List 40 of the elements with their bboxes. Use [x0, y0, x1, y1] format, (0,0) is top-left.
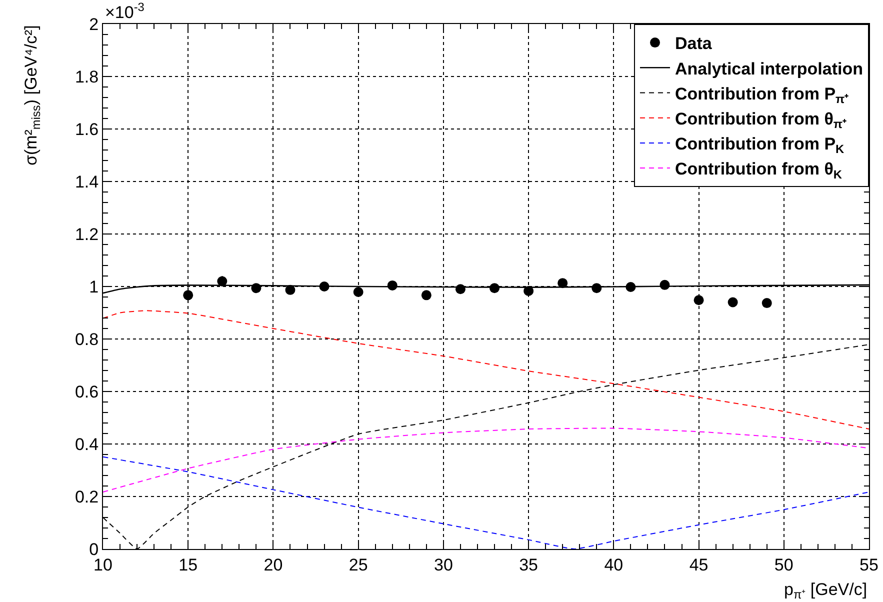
point — [728, 297, 738, 308]
line-series — [103, 310, 869, 430]
x-tick-label: 50 — [774, 555, 794, 574]
y-tick-label: 1.2 — [74, 224, 99, 244]
y-tick-label: 1 — [89, 277, 99, 296]
y-tick-label: 1.8 — [74, 67, 99, 86]
legend-label: Contribution from P$_{π⁺}$ — [675, 84, 849, 106]
y-tick-label: 1.6 — [74, 120, 99, 139]
text: ×10$^{-3}$ — [105, 0, 145, 22]
x-tick-label: 20 — [264, 555, 283, 574]
point — [524, 286, 534, 296]
point — [421, 290, 432, 300]
x-tick-label: 40 — [604, 555, 624, 574]
x-tick-label: 55 — [860, 555, 878, 574]
x-tick-label: 25 — [348, 555, 368, 574]
x-axis-title: p$_{π⁺}$ [GeV/c] — [784, 580, 868, 602]
y-tick-label: 0.8 — [74, 330, 99, 349]
point — [251, 283, 262, 294]
y-tick-label: 0.2 — [74, 487, 99, 506]
point — [183, 290, 194, 300]
legend-label: Contribution from θ$_{K}$ — [675, 160, 842, 182]
point — [558, 278, 568, 288]
y-tick-label: 1.4 — [74, 172, 99, 192]
legend-label: Contribution from θ$_{π⁺}$ — [675, 109, 846, 132]
y-tick-label: 0.6 — [74, 382, 99, 402]
point — [353, 287, 364, 298]
y-tick-label: 2 — [89, 14, 99, 34]
x-tick-label: 15 — [178, 555, 198, 574]
x-tick-label: 35 — [519, 555, 538, 574]
x-tick-label: 30 — [434, 555, 453, 574]
legend-label: Contribution from P$_{K}$ — [675, 134, 845, 156]
point — [762, 298, 772, 308]
line-series — [103, 456, 869, 549]
legend-label: Data — [675, 34, 712, 54]
point — [285, 284, 296, 295]
legend-label: Analytical interpolation — [675, 59, 863, 78]
point — [455, 284, 466, 294]
point — [694, 295, 704, 306]
x-tick-label: 45 — [689, 555, 708, 574]
y-tick-label: 0.4 — [74, 434, 99, 454]
